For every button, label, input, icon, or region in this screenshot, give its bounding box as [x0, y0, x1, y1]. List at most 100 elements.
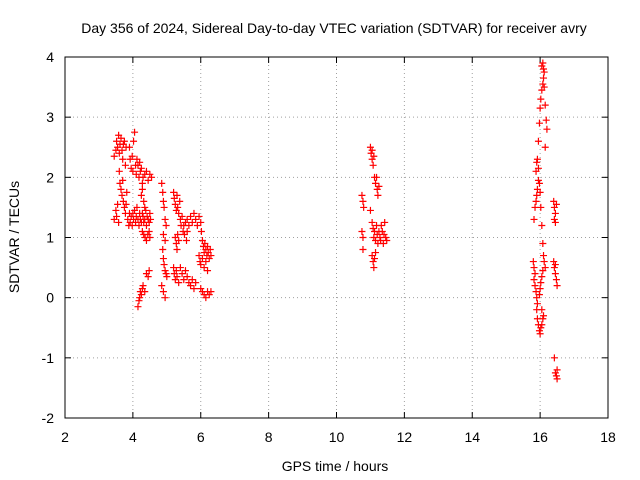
- data-point: [530, 276, 538, 284]
- data-point: [383, 237, 391, 245]
- data-point: [113, 137, 121, 145]
- data-point: [117, 134, 125, 142]
- data-point: [536, 104, 544, 112]
- data-point: [375, 182, 383, 190]
- data-point: [160, 261, 168, 269]
- data-point: [533, 300, 541, 308]
- data-point: [531, 282, 539, 290]
- data-point: [134, 303, 142, 311]
- data-point: [197, 285, 205, 293]
- data-point: [537, 95, 545, 103]
- x-tick-label: 2: [61, 429, 69, 445]
- data-point: [159, 230, 167, 238]
- data-point: [205, 255, 213, 263]
- y-tick-label: 4: [46, 49, 54, 65]
- data-point: [541, 101, 549, 109]
- y-tick-label: 1: [46, 230, 54, 246]
- data-point: [202, 258, 210, 266]
- data-point: [551, 369, 559, 377]
- data-point: [140, 197, 148, 205]
- data-point: [129, 167, 137, 175]
- data-point: [162, 221, 170, 229]
- data-point: [552, 200, 560, 208]
- data-point: [540, 65, 548, 73]
- data-point: [538, 221, 546, 229]
- data-point: [139, 173, 147, 181]
- data-point: [176, 264, 184, 272]
- y-tick-label: 0: [46, 290, 54, 306]
- data-point: [368, 146, 376, 154]
- data-point: [161, 267, 169, 275]
- data-point: [144, 176, 152, 184]
- data-point: [551, 270, 559, 278]
- data-point: [138, 179, 146, 187]
- data-point: [532, 197, 540, 205]
- data-point: [127, 164, 135, 172]
- data-point: [134, 161, 142, 169]
- data-point: [538, 321, 546, 329]
- data-point: [540, 68, 548, 76]
- data-point: [148, 173, 156, 181]
- data-point: [539, 240, 547, 248]
- data-point: [553, 282, 561, 290]
- data-point: [535, 179, 543, 187]
- data-point: [553, 375, 561, 383]
- data-point: [360, 203, 368, 211]
- data-point: [144, 273, 152, 281]
- data-point: [540, 312, 548, 320]
- data-point: [171, 276, 179, 284]
- data-point: [128, 221, 136, 229]
- data-point: [188, 218, 196, 226]
- data-point: [145, 267, 153, 275]
- data-point: [551, 261, 559, 269]
- data-point: [112, 146, 120, 154]
- data-point: [207, 252, 215, 260]
- data-point: [382, 234, 390, 241]
- x-tick-label: 16: [532, 429, 548, 445]
- data-point: [543, 125, 551, 133]
- data-point: [537, 324, 545, 332]
- data-point: [370, 234, 378, 241]
- data-point: [119, 176, 127, 184]
- data-point: [207, 288, 215, 296]
- data-point: [202, 294, 210, 302]
- data-point: [176, 215, 184, 223]
- data-point: [136, 167, 144, 175]
- data-point: [539, 315, 547, 323]
- y-tick-label: -2: [42, 410, 55, 426]
- data-point: [159, 255, 167, 263]
- data-point: [159, 197, 167, 205]
- data-point: [187, 212, 195, 220]
- data-point: [161, 215, 169, 223]
- data-point: [551, 218, 559, 226]
- data-point: [538, 62, 546, 70]
- data-point: [139, 282, 147, 290]
- data-point: [159, 288, 167, 296]
- data-point: [195, 212, 203, 220]
- data-point: [183, 273, 191, 281]
- data-point: [541, 143, 549, 151]
- data-point: [178, 270, 186, 278]
- data-point: [197, 261, 205, 269]
- data-point: [173, 246, 181, 254]
- data-point: [537, 203, 545, 211]
- data-point: [141, 288, 149, 296]
- data-point: [378, 227, 386, 235]
- data-point: [541, 264, 549, 272]
- data-point: [174, 203, 182, 211]
- data-point: [176, 197, 184, 205]
- data-point: [137, 291, 145, 299]
- data-point: [200, 264, 208, 272]
- data-point: [118, 191, 126, 199]
- data-point: [118, 146, 126, 154]
- x-axis-label: GPS time / hours: [282, 458, 389, 474]
- data-point: [206, 246, 214, 254]
- data-point: [136, 294, 144, 302]
- data-point: [551, 209, 559, 217]
- data-point: [182, 237, 190, 245]
- data-point: [178, 212, 186, 220]
- data-point: [138, 185, 146, 193]
- data-point: [115, 167, 123, 175]
- data-point: [192, 215, 200, 223]
